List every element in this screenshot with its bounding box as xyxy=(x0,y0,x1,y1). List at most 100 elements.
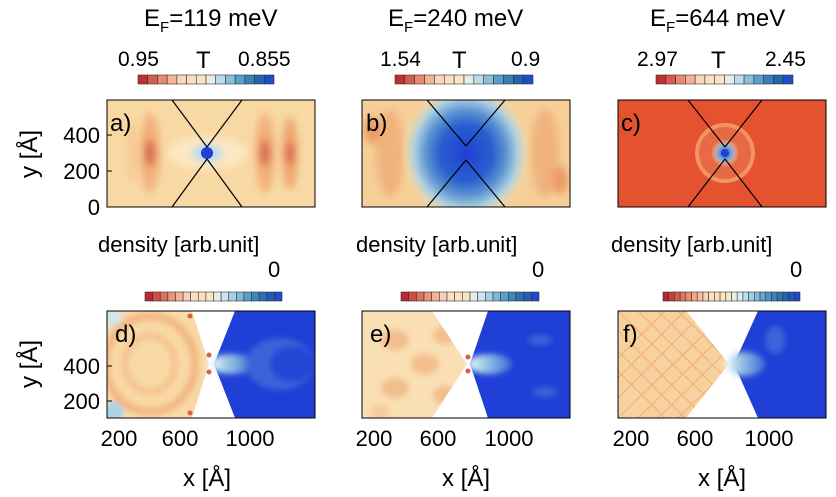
panel-e-label: e) xyxy=(370,321,391,348)
panel-c-colorbar xyxy=(655,74,794,85)
colorbar-segment xyxy=(702,291,709,302)
panel-f-cb-max: 0 xyxy=(790,257,802,282)
bottom-y-tick-200: 200 xyxy=(63,389,100,414)
panel-b-title: EF=240 meV xyxy=(388,5,523,36)
colorbar-segment xyxy=(182,291,191,302)
colorbar-segment xyxy=(523,291,532,302)
colorbar-segment xyxy=(186,74,197,85)
colorbar-segment xyxy=(503,74,514,85)
x-axis-e-label: x [Å] xyxy=(442,464,490,492)
colorbar-segment xyxy=(714,74,725,85)
panel-f-cb-title: density [arb.unit] xyxy=(611,232,772,257)
colorbar-segment xyxy=(665,74,676,85)
colorbar-segment xyxy=(793,291,801,302)
colorbar-segment xyxy=(443,74,455,85)
panel-f-header: density [arb.unit] 0 xyxy=(611,232,802,302)
colorbar-segment xyxy=(743,74,755,85)
panel-a-colorbar xyxy=(137,74,275,85)
colorbar-segment xyxy=(274,291,283,302)
colorbar-segment xyxy=(668,291,675,302)
colorbar-segment xyxy=(263,74,275,85)
colorbar-segment xyxy=(176,74,187,85)
x-axis-f-label: x [Å] xyxy=(698,464,746,492)
colorbar-segment xyxy=(414,74,425,85)
colorbar-segment xyxy=(679,291,687,302)
x-axis-f-tick-1000: 1000 xyxy=(745,426,794,451)
colorbar-segment xyxy=(691,291,698,302)
panel-c-title: EF=644 meV xyxy=(650,5,785,36)
colorbar-segment xyxy=(408,291,417,302)
colorbar-segment xyxy=(782,74,794,85)
colorbar-segment xyxy=(195,74,207,85)
colorbar-segment xyxy=(234,74,246,85)
top-y-tick-200: 200 xyxy=(63,159,100,184)
x-axis-f: 200 600 1000 x [Å] xyxy=(613,426,794,492)
colorbar-segment xyxy=(733,74,745,85)
colorbar-segment xyxy=(137,74,149,85)
x-axis-e-tick-1000: 1000 xyxy=(485,426,534,451)
panel-e-cb-max: 0 xyxy=(532,257,544,282)
bottom-y-axis: y [Å] 200 400 xyxy=(15,340,112,414)
colorbar-segment xyxy=(404,74,416,85)
panel-b-cb-min: 1.54 xyxy=(380,48,421,71)
bottom-y-axis-label: y [Å] xyxy=(15,340,43,388)
colorbar-segment xyxy=(704,74,716,85)
colorbar-segment xyxy=(754,291,761,302)
colorbar-segment xyxy=(531,291,540,302)
panel-c-label: c) xyxy=(621,110,641,137)
bottom-y-tick-400: 400 xyxy=(63,354,100,379)
colorbar-segment xyxy=(220,291,230,302)
colorbar-segment xyxy=(197,291,207,302)
panel-b-cb-max: 0.9 xyxy=(511,48,540,71)
colorbar-segment xyxy=(736,291,744,302)
colorbar-segment xyxy=(753,74,764,85)
colorbar-segment xyxy=(782,291,789,302)
panel-c-cb-max: 2.45 xyxy=(765,48,806,71)
panel-a-map: a) xyxy=(106,99,316,208)
top-y-tick-400: 400 xyxy=(63,123,100,148)
panel-d-label: d) xyxy=(115,321,136,348)
panel-c-cb-var: T xyxy=(711,47,726,74)
colorbar-segment xyxy=(462,291,471,302)
panel-e-map: e) xyxy=(361,310,571,419)
colorbar-segment xyxy=(500,291,509,302)
panel-a-device-outline xyxy=(171,99,243,208)
colorbar-segment xyxy=(190,291,199,302)
panel-c-map: c) xyxy=(617,99,827,208)
colorbar-segment xyxy=(748,291,755,302)
colorbar-segment xyxy=(454,291,463,302)
colorbar-segment xyxy=(266,291,275,302)
panel-a-title: EF=119 meV xyxy=(144,5,277,36)
x-axis-e-tick-600: 600 xyxy=(420,426,457,451)
panel-d-cb-title: density [arb.unit] xyxy=(98,232,259,257)
colorbar-segment xyxy=(213,291,222,302)
panel-d-colorbar xyxy=(144,291,283,302)
x-axis-d-tick-200: 200 xyxy=(101,426,138,451)
colorbar-segment xyxy=(515,291,524,302)
colorbar-segment xyxy=(708,291,715,302)
panel-b-header: EF=240 meV 1.54 T 0.9 xyxy=(380,5,540,85)
colorbar-segment xyxy=(763,74,774,85)
colorbar-segment xyxy=(469,291,478,302)
colorbar-segment xyxy=(243,291,252,302)
colorbar-segment xyxy=(742,291,749,302)
colorbar-segment xyxy=(483,74,494,85)
panel-f-map: f) xyxy=(617,310,827,419)
colorbar-segment xyxy=(477,291,486,302)
colorbar-segment xyxy=(485,291,494,302)
x-axis-e-tick-200: 200 xyxy=(356,426,393,451)
colorbar-segment xyxy=(776,291,784,302)
colorbar-segment xyxy=(434,74,445,85)
colorbar-segment xyxy=(788,291,795,302)
colorbar-segment xyxy=(251,291,260,302)
colorbar-segment xyxy=(205,74,217,85)
panel-e-cb-title: density [arb.unit] xyxy=(356,232,517,257)
colorbar-segment xyxy=(205,291,214,302)
colorbar-segment xyxy=(662,291,670,302)
colorbar-segment xyxy=(522,74,534,85)
panel-a-header: EF=119 meV 0.95 T 0.855 xyxy=(118,5,291,85)
x-axis-f-tick-200: 200 xyxy=(613,426,650,451)
top-y-axis: y [Å] 0 200 400 xyxy=(15,123,112,220)
colorbar-segment xyxy=(512,74,524,85)
